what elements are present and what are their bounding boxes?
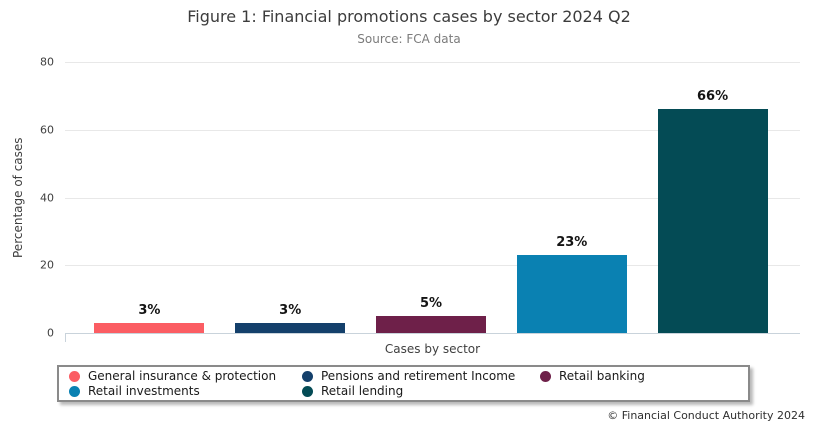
legend-marker-icon — [540, 370, 551, 382]
x-axis-title: Cases by sector — [384, 342, 481, 356]
bar-series: 3% 3% 5% 23% 66% — [79, 62, 783, 333]
gridline — [65, 197, 800, 199]
y-tick-label: 0 — [47, 326, 54, 340]
x-axis-line — [65, 333, 800, 334]
y-tick-label: 40 — [40, 191, 54, 204]
legend-marker-icon — [69, 385, 80, 397]
bar-value-label: 5% — [419, 296, 443, 312]
legend-label: General insurance & protection — [88, 369, 277, 383]
chart-subtitle: Source: FCA data — [357, 32, 461, 46]
bar-4: 66% — [657, 89, 768, 333]
gridline — [65, 62, 800, 63]
bar-3: 23% — [516, 235, 627, 333]
y-tick-label: 60 — [40, 123, 54, 137]
chart-title: Figure 1: Financial promotions cases by … — [187, 7, 631, 26]
bar-0: 3% — [94, 303, 205, 333]
bar-value-label: 23% — [556, 235, 588, 251]
legend-marker-icon — [302, 385, 313, 397]
legend-item: General insurance & protection — [69, 369, 302, 384]
legend-label: Retail banking — [559, 369, 645, 383]
chart-legend: General insurance & protection Pensions a… — [57, 365, 750, 402]
legend-item: Retail banking — [540, 369, 748, 384]
legend-label: Retail investments — [88, 384, 200, 398]
legend-item: Retail investments — [69, 384, 302, 399]
bar-2: 5% — [375, 296, 486, 333]
bar-1: 3% — [235, 303, 346, 333]
bar-value-label: 3% — [138, 302, 161, 318]
bar-slot: 23% — [501, 62, 642, 333]
legend-label: Pensions and retirement Income — [321, 369, 516, 383]
legend-item: Pensions and retirement Income — [302, 369, 540, 384]
legend-label: Retail lending — [321, 384, 404, 398]
bar-slot: 3% — [220, 62, 361, 333]
legend-marker-icon — [302, 370, 313, 382]
bar-value-label: 66% — [697, 89, 729, 105]
axis-corner-tick — [65, 333, 66, 342]
plot-area: 3% 3% 5% 23% 66% — [65, 62, 800, 342]
y-tick-label: 80 — [40, 55, 54, 69]
gridline — [65, 265, 800, 267]
legend-item: Retail lending — [302, 384, 540, 399]
legend-marker-icon — [69, 370, 80, 382]
gridline — [65, 129, 800, 131]
bar-slot: 3% — [79, 62, 220, 333]
y-axis-tick-labels: 0 20 40 60 80 — [0, 56, 56, 340]
copyright-notice: © Financial Conduct Authority 2024 — [607, 409, 805, 422]
bar-value-label: 3% — [279, 302, 302, 318]
bar-slot: 66% — [642, 62, 783, 333]
y-tick-label: 20 — [40, 258, 54, 272]
bar-slot: 5% — [361, 62, 502, 333]
